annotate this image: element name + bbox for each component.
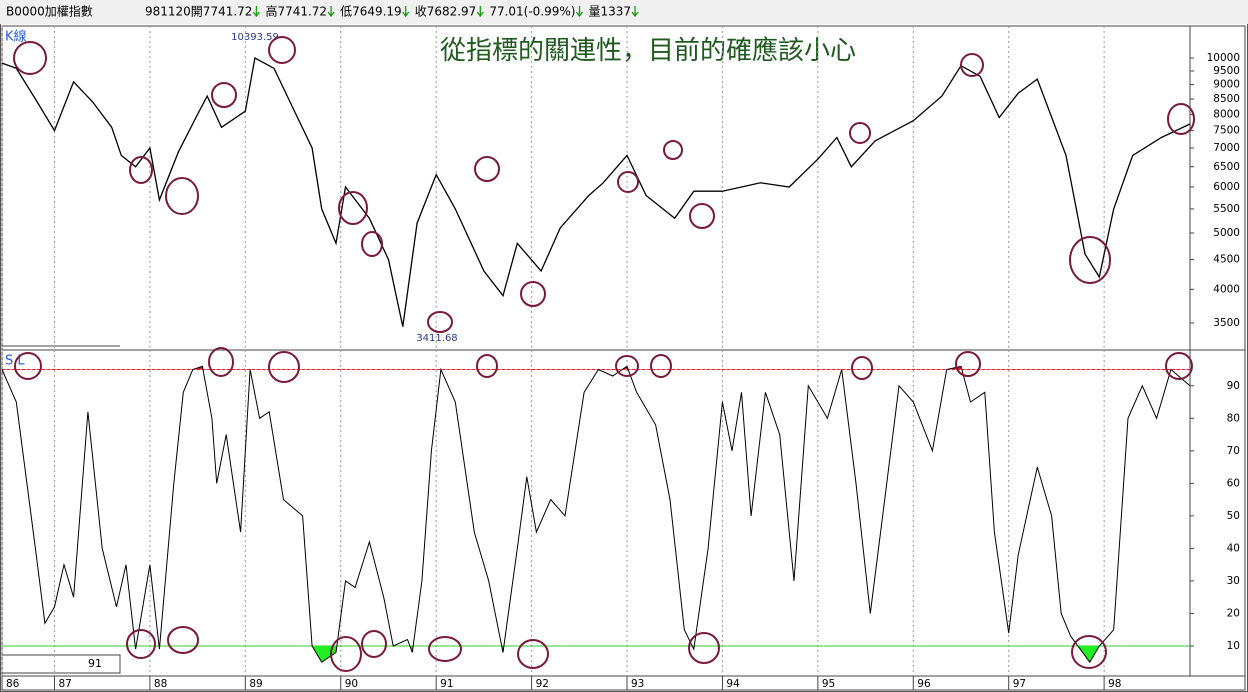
- annotation: 10393.59: [231, 32, 279, 43]
- y-tick-label: 7500: [1213, 125, 1240, 137]
- highlight-circle: [361, 630, 387, 658]
- y-tick-label: 70: [1227, 445, 1240, 457]
- highlight-circle: [208, 347, 234, 377]
- header-item: 收7682.97: [415, 5, 477, 19]
- highlight-circle: [476, 354, 498, 378]
- highlight-circle: [13, 41, 47, 75]
- highlight-circle: [338, 191, 368, 225]
- down-arrow: [252, 6, 260, 18]
- y-tick-label: 10: [1227, 640, 1240, 652]
- highlight-circle: [615, 355, 639, 377]
- x-axis-strip: [1, 675, 1246, 691]
- y-tick-label: 40: [1227, 542, 1240, 554]
- highlight-circle: [474, 156, 500, 182]
- oversold-fill: [135, 646, 1100, 663]
- highlight-circle: [960, 53, 984, 77]
- highlight-circle: [211, 82, 237, 108]
- highlight-circle: [617, 171, 639, 193]
- x-tick-label: 98: [1108, 678, 1121, 690]
- highlight-circle: [361, 231, 383, 257]
- x-tick-label: 90: [345, 678, 358, 690]
- y-tick-label: 9500: [1213, 65, 1240, 77]
- down-arrow: [476, 6, 484, 18]
- highlight-circle: [520, 281, 546, 307]
- panel-label: K線: [5, 29, 27, 45]
- highlight-circle: [955, 351, 981, 377]
- y-tick-label: 3500: [1213, 317, 1240, 329]
- y-tick-label: 6000: [1213, 181, 1240, 193]
- highlight-circle: [851, 356, 873, 380]
- highlight-circle: [849, 122, 871, 144]
- down-arrow: [575, 6, 584, 18]
- header-item: 981120開7741.72: [145, 5, 252, 19]
- highlight-circle: [1165, 352, 1193, 380]
- highlight-circle: [268, 36, 296, 64]
- down-arrow: [327, 6, 335, 18]
- y-tick-label: 8500: [1213, 93, 1240, 105]
- highlight-circle: [268, 351, 300, 383]
- highlight-circle: [1071, 635, 1107, 669]
- highlight-circle: [650, 354, 672, 378]
- current-value: 91: [88, 657, 102, 670]
- x-tick-label: 88: [154, 678, 167, 690]
- header-item: 低7649.19: [340, 5, 402, 19]
- down-arrow: [631, 6, 639, 18]
- header-item: 量1337: [588, 5, 631, 19]
- y-tick-label: 9000: [1213, 79, 1240, 91]
- highlight-circle: [129, 156, 153, 184]
- chart-title: 從指標的關連性，目前的確應該小心: [440, 36, 856, 66]
- highlight-circle: [330, 636, 362, 672]
- y-tick-label: 80: [1227, 412, 1240, 424]
- highlight-circle: [427, 311, 453, 333]
- y-tick-label: 5000: [1213, 227, 1240, 239]
- x-tick-label: 91: [440, 678, 453, 690]
- y-tick-label: 20: [1227, 607, 1240, 619]
- highlight-circle: [14, 352, 42, 380]
- y-tick-label: 6500: [1213, 161, 1240, 173]
- header-symbol: B0000加權指數: [6, 4, 93, 19]
- highlight-circle: [517, 639, 549, 669]
- x-tick-label: 93: [631, 678, 644, 690]
- y-tick-label: 60: [1227, 477, 1240, 489]
- y-tick-label: 7000: [1213, 142, 1240, 154]
- y-tick-label: 10000: [1207, 52, 1240, 64]
- highlight-circle: [689, 203, 715, 229]
- x-tick-label: 94: [726, 678, 740, 690]
- x-tick-label: 97: [1013, 678, 1026, 690]
- x-tick-label: 96: [917, 678, 931, 690]
- x-tick-label: 95: [822, 678, 835, 690]
- highlight-circle: [165, 177, 199, 215]
- series-line: [1, 365, 1191, 664]
- x-tick-label: 86: [6, 678, 20, 690]
- value-box: [1, 654, 121, 674]
- y-tick-label: 8000: [1213, 108, 1240, 120]
- highlight-circle: [663, 140, 683, 160]
- y-tick-label: 50: [1227, 510, 1240, 522]
- y-tick-label: 4000: [1213, 283, 1240, 295]
- highlight-circle: [688, 632, 720, 664]
- highlight-circle: [1069, 236, 1111, 284]
- highlight-circle: [1167, 103, 1195, 135]
- header-item: 77.01(-0.99%): [489, 5, 575, 19]
- x-tick-label: 89: [249, 678, 262, 690]
- down-arrow: [402, 6, 410, 18]
- annotation: 3411.68: [416, 333, 457, 344]
- x-tick-label: 92: [536, 678, 549, 690]
- overbought-fill: [2, 366, 1190, 370]
- x-tick-label: 87: [58, 678, 71, 690]
- header-bar: [0, 0, 1248, 24]
- highlight-circle: [167, 626, 199, 654]
- header-item: 高7741.72: [265, 4, 327, 19]
- y-tick-label: 5500: [1213, 203, 1240, 215]
- series-line: [1, 57, 1191, 327]
- y-tick-label: 4500: [1213, 254, 1240, 266]
- highlight-circle: [126, 629, 156, 659]
- highlight-circle: [428, 636, 462, 662]
- y-tick-label: 30: [1227, 575, 1240, 587]
- y-tick-label: 90: [1227, 380, 1240, 392]
